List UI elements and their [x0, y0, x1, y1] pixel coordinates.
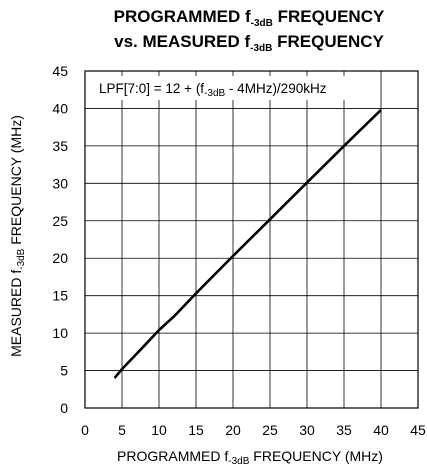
- tick-labels: 0 5 10 15 20 25 30 35 40 45 0 5 10 15 20 25 30 35 40 45: [52, 63, 426, 438]
- y-tick-label: 30: [52, 175, 68, 191]
- grid: [85, 71, 418, 408]
- x-tick-label: 45: [410, 422, 426, 438]
- y-tick-label: 40: [52, 100, 68, 116]
- x-tick-label: 15: [188, 422, 204, 438]
- x-tick-label: 35: [336, 422, 352, 438]
- y-tick-label: 5: [60, 363, 68, 379]
- y-tick-label: 25: [52, 213, 68, 229]
- y-tick-label: 15: [52, 288, 68, 304]
- annotation-box: [91, 76, 369, 100]
- series-layer: [113, 108, 382, 379]
- plot-frame: [84, 70, 419, 409]
- x-tick-label: 0: [81, 422, 89, 438]
- x-tick-label: 20: [225, 422, 241, 438]
- y-tick-label: 35: [52, 138, 68, 154]
- y-tick-label: 0: [60, 400, 68, 416]
- series-line-0: [113, 108, 382, 379]
- chart-title-line-2: vs. MEASURED f-3dB FREQUENCY: [114, 32, 384, 54]
- x-tick-label: 30: [299, 422, 315, 438]
- x-tick-label: 40: [373, 422, 389, 438]
- y-tick-label: 10: [52, 325, 68, 341]
- y-tick-label: 20: [52, 250, 68, 266]
- chart-title-line-1: PROGRAMMED f-3dB FREQUENCY: [114, 7, 385, 29]
- y-axis-label: MEASURED f-3dB FREQUENCY (MHz): [8, 115, 27, 357]
- equation-annotation: LPF[7:0] = 12 + (f-3dB - 4MHz)/290kHz: [99, 81, 327, 99]
- x-axis-label: PROGRAMMED f-3dB FREQUENCY (MHz): [117, 448, 383, 467]
- x-tick-label: 5: [118, 422, 126, 438]
- x-tick-label: 10: [151, 422, 167, 438]
- x-tick-label: 25: [262, 422, 278, 438]
- y-tick-label: 45: [52, 63, 68, 79]
